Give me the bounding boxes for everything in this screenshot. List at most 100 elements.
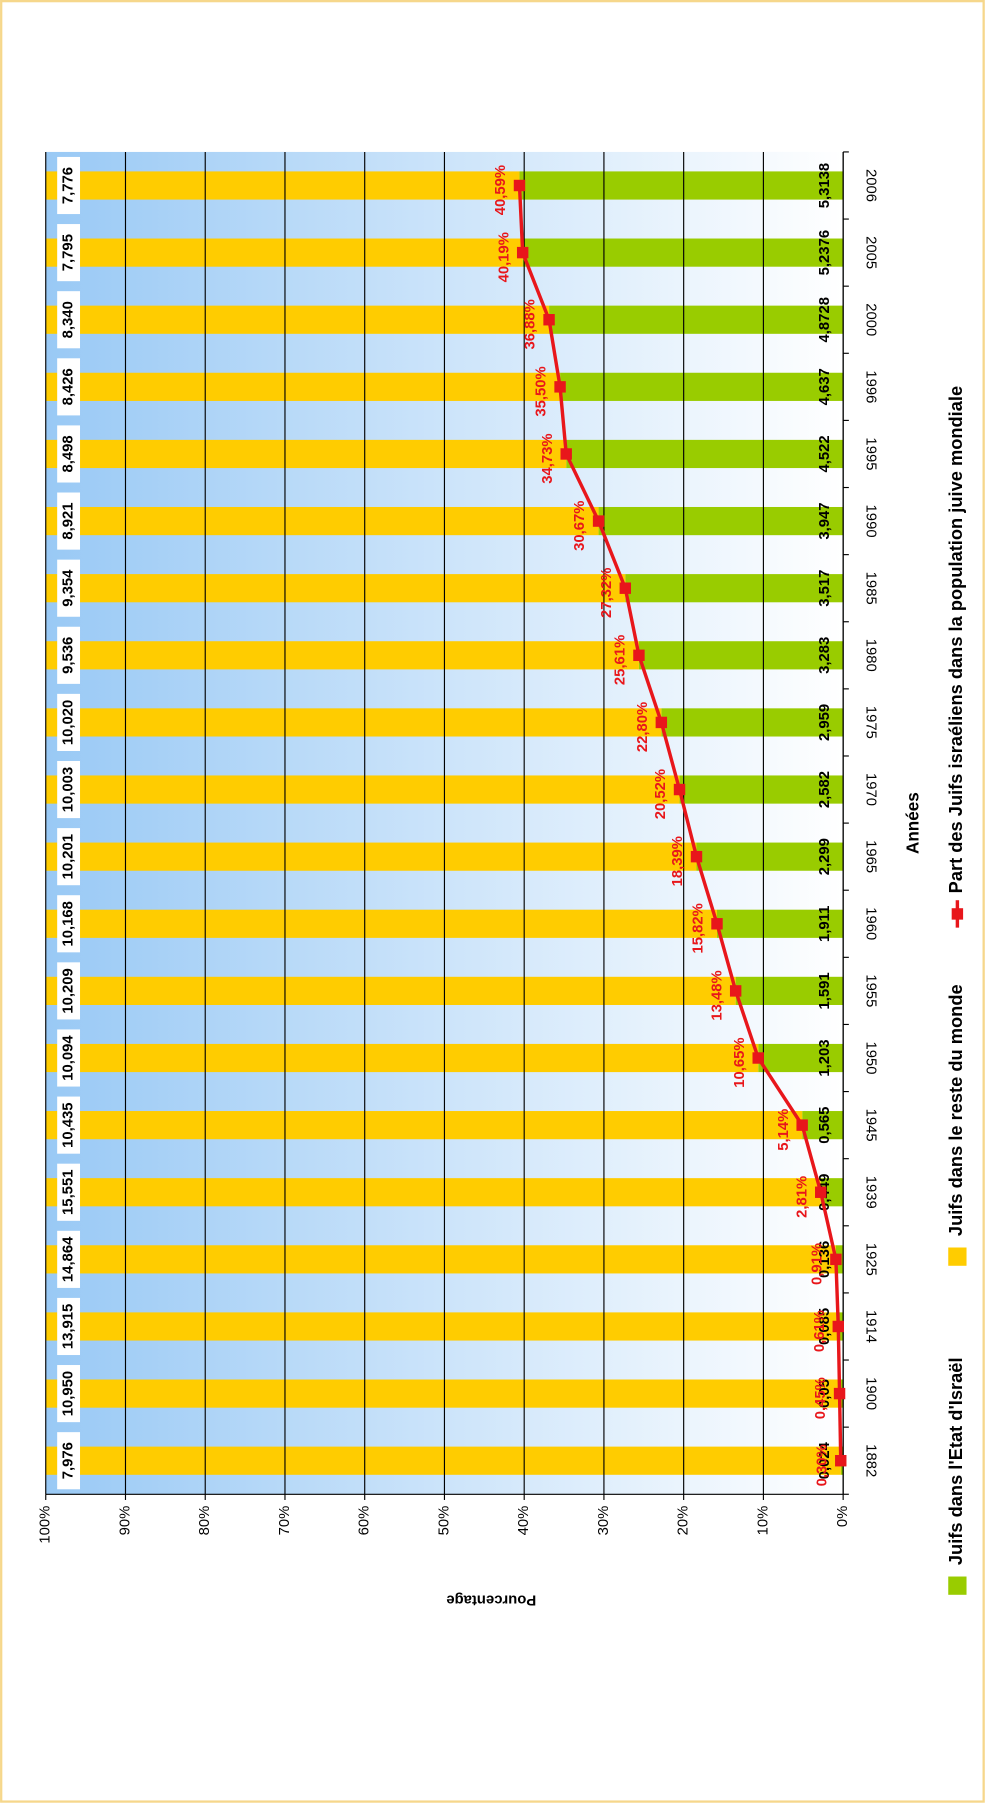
data-label: 1,911 bbox=[817, 906, 833, 942]
data-label: 40,19% bbox=[496, 232, 512, 282]
data-label: 0,024 bbox=[817, 1441, 833, 1479]
data-label: 34,73% bbox=[540, 433, 556, 483]
bar bbox=[45, 1043, 759, 1073]
label-box bbox=[57, 1230, 81, 1288]
x-tick-label: 1990 bbox=[863, 505, 879, 538]
data-label: 18,39% bbox=[670, 836, 686, 886]
y-tick-label: 0% bbox=[835, 1506, 851, 1527]
y-tick-label: 70% bbox=[277, 1506, 293, 1536]
label-box bbox=[57, 1096, 81, 1154]
bar bbox=[45, 574, 626, 603]
x-tick-label: 1965 bbox=[863, 840, 879, 873]
data-label: 10,201 bbox=[61, 834, 77, 879]
data-label: 14,864 bbox=[61, 1236, 77, 1282]
marker bbox=[832, 1320, 844, 1333]
marker bbox=[633, 649, 645, 662]
bar bbox=[716, 909, 844, 938]
line bbox=[517, 185, 843, 1461]
label-box bbox=[57, 626, 81, 684]
data-label: 8,340 bbox=[61, 301, 77, 338]
data-label: 30,67% bbox=[572, 500, 588, 550]
x-axis-title: Années bbox=[903, 792, 923, 854]
bar bbox=[45, 641, 639, 670]
data-label: 3,517 bbox=[817, 570, 833, 607]
data-label: 4,8728 bbox=[817, 297, 833, 342]
data-label: 3,283 bbox=[817, 637, 833, 674]
y-tick-label: 60% bbox=[357, 1506, 373, 1536]
legend-swatch bbox=[951, 908, 964, 920]
data-label: 8,498 bbox=[61, 435, 77, 472]
data-label: 27,32% bbox=[599, 568, 615, 618]
data-label: 7,776 bbox=[61, 167, 77, 204]
data-label: 5,14% bbox=[776, 1109, 792, 1151]
legend-swatch bbox=[948, 1576, 967, 1595]
data-label: 15,551 bbox=[61, 1170, 77, 1215]
bar bbox=[45, 1379, 840, 1408]
marker bbox=[560, 448, 572, 460]
label-box bbox=[57, 492, 81, 550]
bar bbox=[522, 238, 844, 267]
label-box bbox=[57, 358, 81, 416]
bar bbox=[45, 1245, 836, 1274]
bar bbox=[45, 708, 662, 737]
y-axis-title: Pourcentage bbox=[446, 1591, 536, 1607]
marker bbox=[711, 918, 723, 930]
y-tick-label: 30% bbox=[596, 1506, 612, 1536]
bar bbox=[45, 1111, 803, 1140]
bar bbox=[45, 909, 717, 938]
bar bbox=[566, 439, 844, 469]
data-label: 40,59% bbox=[493, 165, 509, 215]
label-box bbox=[57, 559, 81, 617]
marker bbox=[690, 850, 703, 863]
x-tick-label: 1914 bbox=[863, 1310, 879, 1343]
legend-swatch bbox=[948, 1247, 967, 1266]
bar bbox=[519, 171, 844, 200]
label-box bbox=[57, 291, 81, 349]
data-label: 0,136 bbox=[817, 1241, 833, 1278]
bar bbox=[696, 842, 844, 871]
label-box bbox=[57, 760, 81, 819]
bar bbox=[560, 372, 844, 401]
bar bbox=[735, 976, 844, 1005]
bar bbox=[598, 506, 844, 536]
bar bbox=[45, 305, 550, 334]
data-label: 35,50% bbox=[534, 366, 550, 416]
data-label: 10,020 bbox=[61, 700, 77, 745]
data-label: 36,88% bbox=[523, 299, 539, 349]
bar bbox=[758, 1043, 844, 1073]
y-tick-label: 40% bbox=[516, 1506, 532, 1536]
data-label: 20,52% bbox=[653, 769, 669, 819]
bar bbox=[45, 976, 736, 1005]
label-box bbox=[57, 425, 81, 483]
data-label: 10,003 bbox=[61, 767, 77, 812]
label-box bbox=[57, 693, 81, 751]
bar bbox=[45, 1312, 839, 1341]
marker bbox=[752, 1052, 764, 1064]
x-tick-label: 2006 bbox=[863, 169, 879, 202]
marker bbox=[830, 1253, 842, 1266]
data-label: 10,209 bbox=[61, 968, 77, 1013]
x-tick-label: 1925 bbox=[863, 1243, 879, 1276]
data-label: 0,085 bbox=[817, 1308, 833, 1345]
x-tick-label: 2000 bbox=[863, 303, 879, 336]
data-label: 4,522 bbox=[817, 435, 833, 472]
x-tick-label: 1985 bbox=[863, 572, 879, 605]
data-label: 0,91% bbox=[810, 1243, 826, 1285]
bar bbox=[45, 506, 599, 536]
marker bbox=[592, 515, 605, 527]
bar bbox=[638, 641, 844, 670]
data-label: 25,61% bbox=[613, 635, 629, 685]
x-tick-label: 1980 bbox=[863, 639, 879, 672]
x-tick-label: 1995 bbox=[863, 437, 879, 470]
data-label: 10,950 bbox=[61, 1371, 77, 1416]
legend-label: Juifs dans le reste du monde bbox=[945, 984, 966, 1236]
data-label: 2,959 bbox=[817, 704, 833, 741]
marker bbox=[673, 783, 686, 796]
marker bbox=[729, 985, 742, 997]
rotated-chart: 0% 10% 20% 30% 40% 50% 60% 70% 80% 90% 100% Pourcen… bbox=[38, 151, 967, 1607]
data-label: 2,299 bbox=[817, 838, 833, 875]
marker bbox=[815, 1186, 827, 1198]
label-box bbox=[57, 1432, 81, 1490]
data-label: 10,094 bbox=[61, 1035, 77, 1081]
data-label: 13,915 bbox=[61, 1304, 77, 1349]
